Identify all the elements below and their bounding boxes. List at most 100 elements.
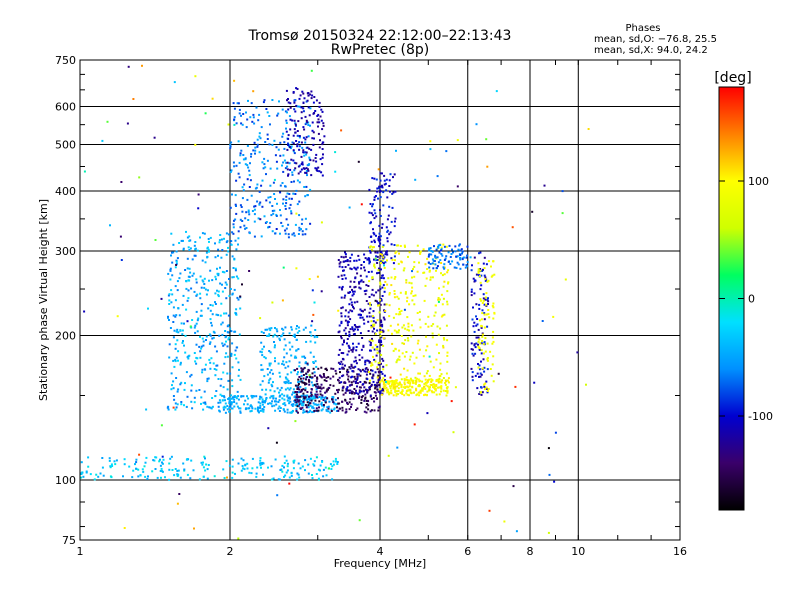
data-point: [383, 303, 386, 306]
data-point: [322, 475, 325, 478]
data-point: [428, 374, 431, 377]
data-point: [409, 381, 412, 384]
data-point: [442, 266, 445, 269]
data-point: [235, 312, 238, 315]
data-point: [471, 318, 474, 321]
data-point: [283, 159, 286, 162]
data-point: [281, 108, 284, 111]
data-point: [377, 269, 380, 272]
data-point: [345, 387, 348, 390]
data-point: [301, 161, 304, 164]
data-point: [325, 389, 328, 392]
data-point: [197, 207, 200, 210]
data-point: [360, 401, 363, 404]
data-point: [413, 275, 416, 278]
data-point: [340, 255, 343, 258]
data-point: [381, 387, 384, 390]
data-point: [315, 390, 318, 393]
data-point: [307, 94, 310, 97]
data-point: [137, 468, 140, 471]
data-point: [229, 206, 232, 209]
data-point: [353, 388, 356, 390]
data-point: [279, 214, 282, 217]
data-point: [406, 389, 409, 392]
data-point: [224, 356, 227, 359]
data-point: [352, 305, 354, 308]
data-point: [284, 376, 287, 379]
data-point: [276, 114, 279, 117]
data-point: [476, 318, 479, 320]
data-point: [199, 350, 202, 353]
data-point: [283, 348, 286, 351]
data-point: [176, 289, 179, 292]
data-point: [484, 337, 487, 340]
data-point: [139, 474, 142, 477]
data-point: [352, 346, 355, 349]
data-point: [288, 482, 291, 485]
data-point: [369, 394, 372, 397]
data-point: [376, 388, 379, 391]
data-point: [300, 367, 303, 370]
data-point: [196, 249, 199, 252]
data-point: [380, 341, 383, 344]
data-point: [315, 473, 318, 475]
data-point: [305, 167, 308, 170]
data-point: [368, 249, 371, 252]
data-point: [172, 359, 175, 362]
data-point: [394, 348, 397, 351]
data-point: [397, 323, 400, 326]
data-point: [272, 181, 275, 184]
data-point: [371, 339, 374, 342]
data-point: [341, 400, 344, 403]
data-point: [261, 398, 264, 401]
data-point: [237, 237, 240, 240]
data-point: [382, 365, 385, 368]
data-point: [257, 406, 259, 409]
data-point: [475, 303, 478, 306]
data-point: [381, 274, 384, 277]
data-point: [369, 395, 372, 398]
data-point: [304, 469, 306, 472]
data-point: [276, 202, 278, 205]
data-point: [432, 386, 434, 389]
data-point: [257, 217, 260, 220]
data-point: [258, 411, 260, 414]
data-point: [393, 296, 396, 299]
data-point: [359, 332, 362, 335]
data-point: [196, 330, 199, 333]
x-tick-label: 16: [673, 545, 687, 558]
data-point: [410, 335, 413, 338]
data-point: [435, 267, 438, 270]
data-point: [366, 378, 369, 381]
data-point: [321, 404, 323, 407]
data-point: [451, 248, 453, 251]
data-point: [290, 212, 293, 215]
data-point: [271, 143, 274, 146]
data-point: [269, 329, 272, 332]
data-point: [288, 115, 291, 118]
data-point: [393, 292, 396, 295]
data-point: [410, 292, 413, 295]
data-point: [357, 373, 360, 376]
data-point: [233, 288, 236, 291]
data-point: [298, 181, 301, 184]
data-point: [321, 174, 324, 177]
data-point: [533, 381, 536, 384]
data-point: [334, 398, 337, 401]
data-point: [419, 391, 422, 394]
data-point: [305, 151, 308, 154]
data-point: [262, 167, 265, 170]
data-point: [286, 99, 288, 102]
data-point: [147, 307, 149, 310]
data-point: [348, 408, 351, 411]
data-point: [206, 256, 209, 259]
data-point: [209, 341, 212, 344]
data-point: [268, 333, 271, 336]
data-point: [458, 244, 461, 247]
data-point: [437, 381, 440, 384]
data-point: [151, 470, 154, 473]
data-point: [354, 356, 357, 359]
data-point: [211, 337, 214, 340]
data-point: [300, 388, 303, 391]
data-point: [306, 394, 309, 397]
